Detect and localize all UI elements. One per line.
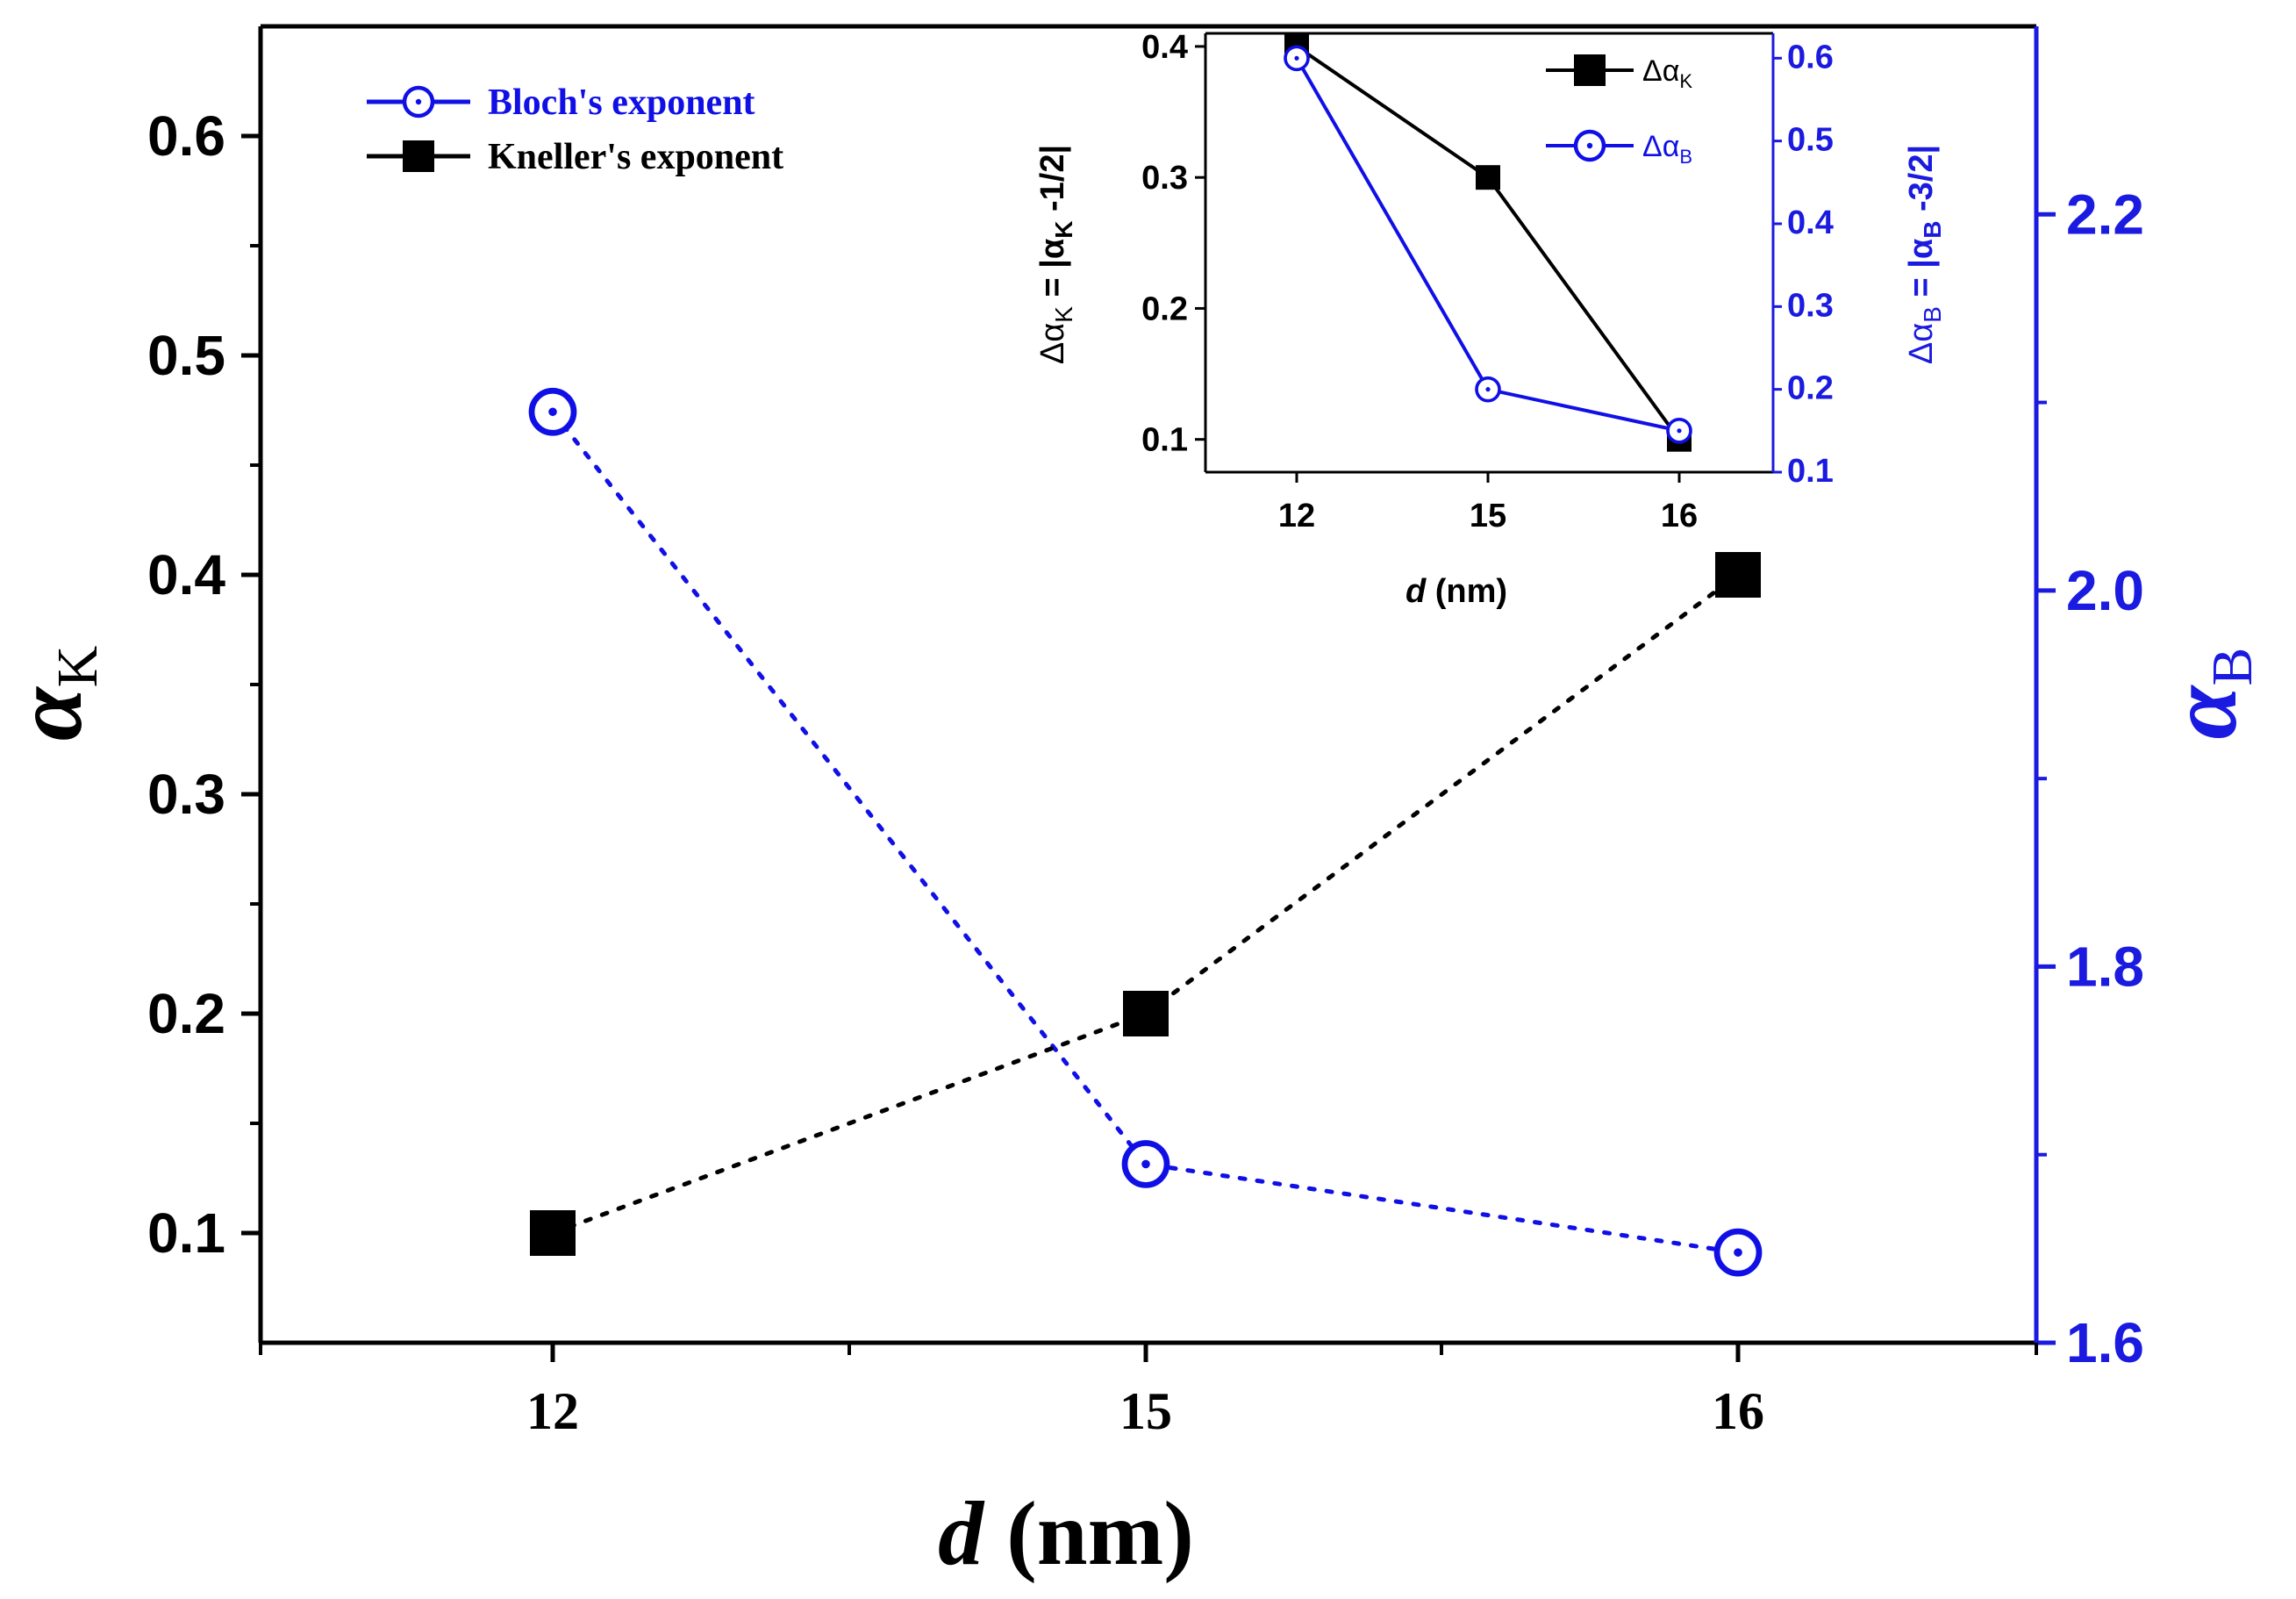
main-chart: 0.1 0.2 0.3 0.4 0.5 0.6 1.6 1.8 2.0 2.2 12 15 16 d (n… [0,24,2264,1584]
left-y-tick-label: 0.2 [147,982,225,1045]
inset-delta-b-legend-marker-dot [1586,142,1593,149]
inset-left-y-axis-title-p2: = |α [1034,239,1071,306]
bloch-point-15-dot [1141,1159,1150,1169]
inset-right-y-axis-title-sub1: B [1919,306,1946,323]
left-y-axis-title-base: α [0,685,102,741]
x-axis-title: d (nm) [938,1483,1194,1584]
inset-left-y-axis-title: ΔαK = |αK -1/2| [1034,145,1077,364]
right-y-tick-label: 2.2 [2066,183,2144,246]
inset-right-y-tick-label: 0.3 [1787,287,1834,324]
inset-left-y-tick-label: 0.4 [1141,29,1188,66]
kneller-point-12 [530,1210,576,1256]
inset-x-tick-label: 15 [1470,498,1506,534]
bloch-legend-marker-dot [415,98,422,105]
bloch-point-12 [528,387,577,436]
inset-right-y-axis-title-p3: -3/2| [1903,145,1940,221]
left-y-tick-label: 0.1 [147,1201,225,1265]
inset-left-y-tick-label: 0.1 [1141,422,1188,459]
right-y-axis-title-base: α [2149,684,2257,739]
inset-right-y-axis-title-sub2: B [1919,221,1946,239]
inset-delta-b-legend-label-sub: B [1679,146,1692,168]
inset-delta-k-point-15 [1476,165,1500,190]
main-legend: Bloch's exponent Kneller's exponent [367,82,783,177]
bloch-point-16-dot [1734,1248,1742,1257]
x-tick-label: 12 [526,1382,579,1440]
inset-delta-b-point-15-dot [1485,387,1491,392]
inset-delta-b-point-16-dot [1677,428,1682,434]
inset-right-y-tick-label: 0.2 [1787,370,1834,407]
x-tick-label: 16 [1712,1382,1764,1440]
left-y-tick-label: 0.4 [147,543,225,606]
inset-x-axis-title-unit: (nm) [1426,573,1507,610]
bloch-legend-marker [402,85,435,118]
kneller-series-line [550,572,1741,1236]
inset-right-y-axis-title-p2: = |α [1903,239,1940,306]
inset-left-y-axis-title-p1: Δα [1034,323,1071,364]
inset-left-y-tick-label: 0.3 [1141,160,1188,197]
inset-left-y-axis-title-p3: -1/2| [1034,145,1071,221]
inset-right-y-tick-label: 0.1 [1787,453,1834,490]
inset-right-y-tick-label: 0.5 [1787,122,1834,159]
inset-delta-b-legend-marker [1573,129,1606,162]
inset-x-tick-label: 12 [1278,498,1315,534]
inset-delta-b-series-line [1295,57,1680,433]
bloch-point-12-dot [548,407,557,417]
right-y-tick-label: 1.6 [2066,1311,2144,1374]
inset-delta-k-legend-label-sub: K [1679,70,1692,92]
inset-delta-k-legend-label: ΔαK [1642,54,1692,92]
right-y-tick-label: 2.0 [2066,559,2144,622]
left-y-axis-title: αK [0,646,110,742]
bloch-point-15 [1121,1140,1170,1188]
right-y-axis-title-sub: B [2200,648,2264,686]
inset-x-tick-label: 16 [1661,498,1698,534]
inset-delta-b-legend-label-base: Δα [1642,130,1679,163]
bloch-point-16 [1713,1228,1763,1277]
kneller-legend-label: Kneller's exponent [488,137,783,177]
inset-left-y-axis-title-sub2: K [1050,221,1077,239]
inset-delta-b-point-15 [1475,376,1501,403]
inset-x-axis-title: d (nm) [1405,573,1507,610]
bloch-legend-label: Bloch's exponent [488,82,755,123]
inset-chart: 0.1 0.2 0.3 0.4 0.1 0.2 0.3 0.4 0.5 0.6 12 15 16 d (n… [1034,29,1946,610]
inset-left-y-tick-label: 0.2 [1141,290,1188,327]
kneller-point-16 [1715,552,1761,598]
inset-delta-b-point-12 [1284,45,1310,72]
inset-right-y-tick-label: 0.4 [1787,204,1834,241]
x-axis-title-unit: (nm) [983,1483,1194,1584]
inset-right-y-tick-label: 0.6 [1787,39,1834,75]
bloch-series-line [550,409,1741,1255]
left-y-axis-title-sub: K [46,646,110,688]
x-tick-label: 15 [1119,1382,1172,1440]
right-y-tick-label: 1.8 [2066,935,2144,998]
inset-right-y-axis-title-p1: Δα [1903,323,1940,364]
left-y-tick-label: 0.6 [147,104,225,168]
left-y-tick-label: 0.3 [147,763,225,826]
inset-x-axis-title-var: d [1405,573,1427,610]
inset-delta-b-legend-label: ΔαB [1642,130,1692,168]
x-axis-title-var: d [938,1483,985,1584]
inset-delta-b-point-16 [1666,418,1692,444]
inset-delta-b-point-12-dot [1294,55,1299,61]
inset-right-y-axis-title: ΔαB = |αB -3/2| [1903,145,1946,364]
left-y-tick-label: 0.5 [147,324,225,387]
right-y-axis-title: αB [2149,648,2264,740]
kneller-point-15 [1123,991,1169,1036]
inset-delta-k-legend-label-base: Δα [1642,54,1679,88]
kneller-legend-marker [403,140,434,172]
inset-left-y-axis-title-sub1: K [1050,306,1077,323]
inset-delta-k-legend-marker [1574,54,1606,86]
